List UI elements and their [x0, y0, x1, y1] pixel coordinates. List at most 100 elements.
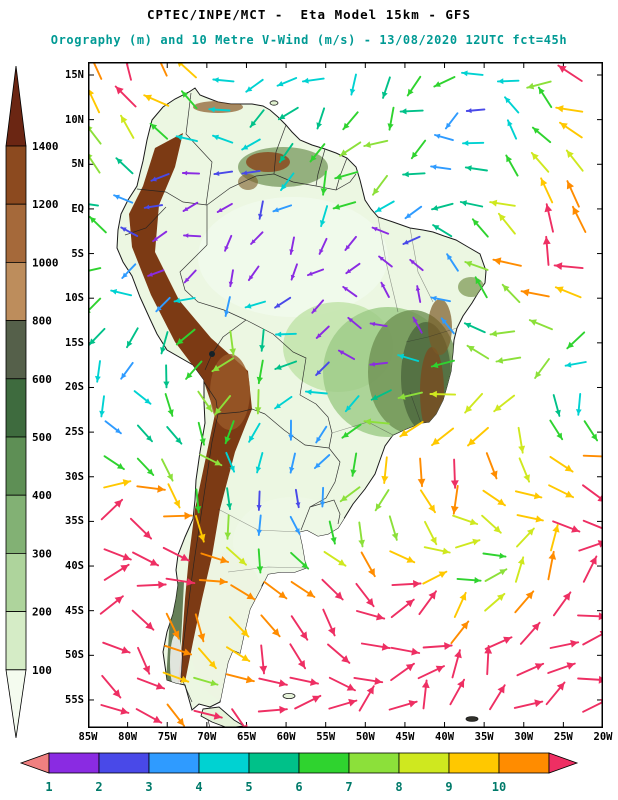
- wind-arrowhead-icon: [466, 108, 472, 114]
- wind-arrowhead-icon: [175, 437, 182, 444]
- wind-arrowhead-icon: [538, 87, 545, 95]
- wind-arrowhead-icon: [591, 433, 598, 441]
- wind-arrowhead-icon: [246, 86, 253, 92]
- wind-arrowhead-icon: [472, 538, 480, 546]
- wind-arrowhead-icon: [387, 123, 394, 130]
- wind-arrowhead-icon: [229, 465, 235, 472]
- wind-arrowhead-icon: [493, 525, 501, 533]
- wind-arrowhead-icon: [438, 571, 447, 578]
- wind-arrowhead-icon: [314, 462, 321, 469]
- wind-arrowhead-icon: [224, 436, 231, 444]
- wind-arrowhead-icon: [212, 364, 220, 372]
- wind-arrowhead-icon: [114, 499, 123, 508]
- wind-arrowhead-icon: [447, 254, 453, 260]
- wind-arrowhead-icon: [490, 470, 498, 479]
- wind-arrowhead-icon: [143, 530, 152, 539]
- wind-arrowhead-icon: [490, 199, 498, 207]
- wind-arrowhead-icon: [213, 712, 222, 720]
- latitude-tick-label: 15N: [65, 69, 84, 81]
- wind-arrowhead-icon: [120, 707, 129, 715]
- wind-arrowhead-icon: [375, 503, 382, 511]
- wind-arrowhead-icon: [499, 552, 506, 559]
- wind-arrowhead-icon: [525, 591, 534, 600]
- wind-arrowhead-icon: [460, 621, 469, 630]
- wind-arrowhead-icon: [146, 435, 152, 442]
- wind-arrowhead-icon: [289, 466, 295, 473]
- wind-arrowhead-icon: [400, 429, 409, 437]
- wind-arrowhead-icon: [517, 557, 525, 565]
- wind-arrowhead-icon: [502, 284, 510, 292]
- wind-arrowhead-icon: [348, 698, 357, 707]
- latitude-tick-label: 10S: [65, 292, 84, 305]
- latitude-tick-label: EQ: [71, 202, 84, 215]
- wind-arrowhead-icon: [307, 271, 313, 276]
- wind-arrowhead-icon: [534, 663, 544, 671]
- wind-arrowhead-icon: [341, 655, 350, 663]
- wind-arrowhead-icon: [182, 170, 188, 176]
- wind-arrowhead-icon: [343, 286, 348, 292]
- wind-arrowhead-icon: [278, 591, 287, 599]
- wind-arrowhead-icon: [254, 407, 262, 414]
- wind-arrow-icon: [231, 708, 247, 728]
- wind-arrowhead-icon: [381, 91, 388, 98]
- latitude-tick-label: 10N: [65, 113, 84, 126]
- wind-arrowhead-icon: [381, 643, 390, 651]
- wind-arrowhead-icon: [417, 478, 426, 487]
- wind-arrowhead-icon: [199, 438, 206, 445]
- wind-arrowhead-icon: [566, 662, 575, 670]
- orography-tick-label: 1200: [32, 198, 59, 211]
- latitude-axis-labels: 15N 10N 5N EQ 5S 10S 15S 20S 25S 30S 35S 40S 45S 50S 5…: [54, 62, 86, 728]
- latitude-tick-label: 25S: [65, 426, 84, 439]
- wind-arrowhead-icon: [567, 341, 574, 349]
- wind-arrowhead-icon: [275, 403, 281, 409]
- wind-arrowhead-icon: [521, 288, 530, 297]
- wind-arrowhead-icon: [464, 322, 472, 329]
- wind-below-min-arrow-icon: [19, 752, 50, 774]
- latitude-tick-label: 5N: [71, 158, 84, 171]
- wind-arrowhead-icon: [405, 599, 414, 608]
- orography-tick-label: 800: [32, 315, 52, 328]
- wind-arrowhead-icon: [301, 562, 309, 569]
- wind-arrowhead-icon: [343, 122, 350, 130]
- wind-arrowhead-icon: [151, 176, 157, 182]
- wind-arrowhead-icon: [122, 272, 128, 278]
- wind-arrowhead-icon: [183, 648, 192, 656]
- wind-arrowhead-icon: [497, 498, 505, 506]
- wind-arrowhead-icon: [540, 178, 548, 187]
- orography-color-segment: [5, 145, 27, 205]
- wind-arrowhead-icon: [121, 372, 127, 379]
- wind-arrowhead-icon: [534, 699, 543, 708]
- wind-arrowhead-icon: [316, 436, 322, 443]
- wind-arrowhead-icon: [435, 133, 441, 139]
- wind-arrowhead-icon: [469, 518, 478, 526]
- wind-arrowhead-icon: [368, 568, 375, 577]
- wind-arrow-icon: [582, 454, 603, 458]
- orography-tick-label: 600: [32, 373, 52, 386]
- wind-tick-label: 3: [145, 780, 152, 794]
- wind-arrowhead-icon: [507, 120, 513, 127]
- longitude-tick-label: 35W: [474, 731, 494, 743]
- trinidad-island: [269, 100, 279, 106]
- wind-arrowhead-icon: [544, 204, 553, 213]
- wind-arrowhead-icon: [566, 150, 574, 158]
- wind-arrowhead-icon: [499, 569, 507, 576]
- orography-tick-label: 1400: [32, 140, 59, 153]
- wind-tick-label: 10: [492, 780, 506, 794]
- latitude-tick-label: 50S: [65, 649, 84, 662]
- wind-arrowhead-icon: [288, 434, 294, 440]
- wind-arrowhead-icon: [552, 525, 560, 533]
- orography-color-segment: [5, 611, 27, 671]
- wind-arrowhead-icon: [275, 364, 282, 370]
- wind-arrowhead-icon: [381, 282, 386, 288]
- wind-arrowhead-icon: [310, 678, 318, 686]
- wind-arrowhead-icon: [560, 122, 568, 130]
- wind-arrowhead-icon: [181, 91, 189, 98]
- wind-arrowhead-icon: [346, 268, 352, 274]
- orography-tick-label: 100: [32, 664, 52, 677]
- wind-arrowhead-icon: [210, 679, 218, 687]
- wind-arrowhead-icon: [245, 303, 252, 309]
- wind-arrowhead-icon: [398, 393, 406, 400]
- longitude-tick-label: 70W: [197, 731, 217, 743]
- wind-arrowhead-icon: [116, 158, 123, 165]
- wind-arrowhead-icon: [115, 428, 121, 434]
